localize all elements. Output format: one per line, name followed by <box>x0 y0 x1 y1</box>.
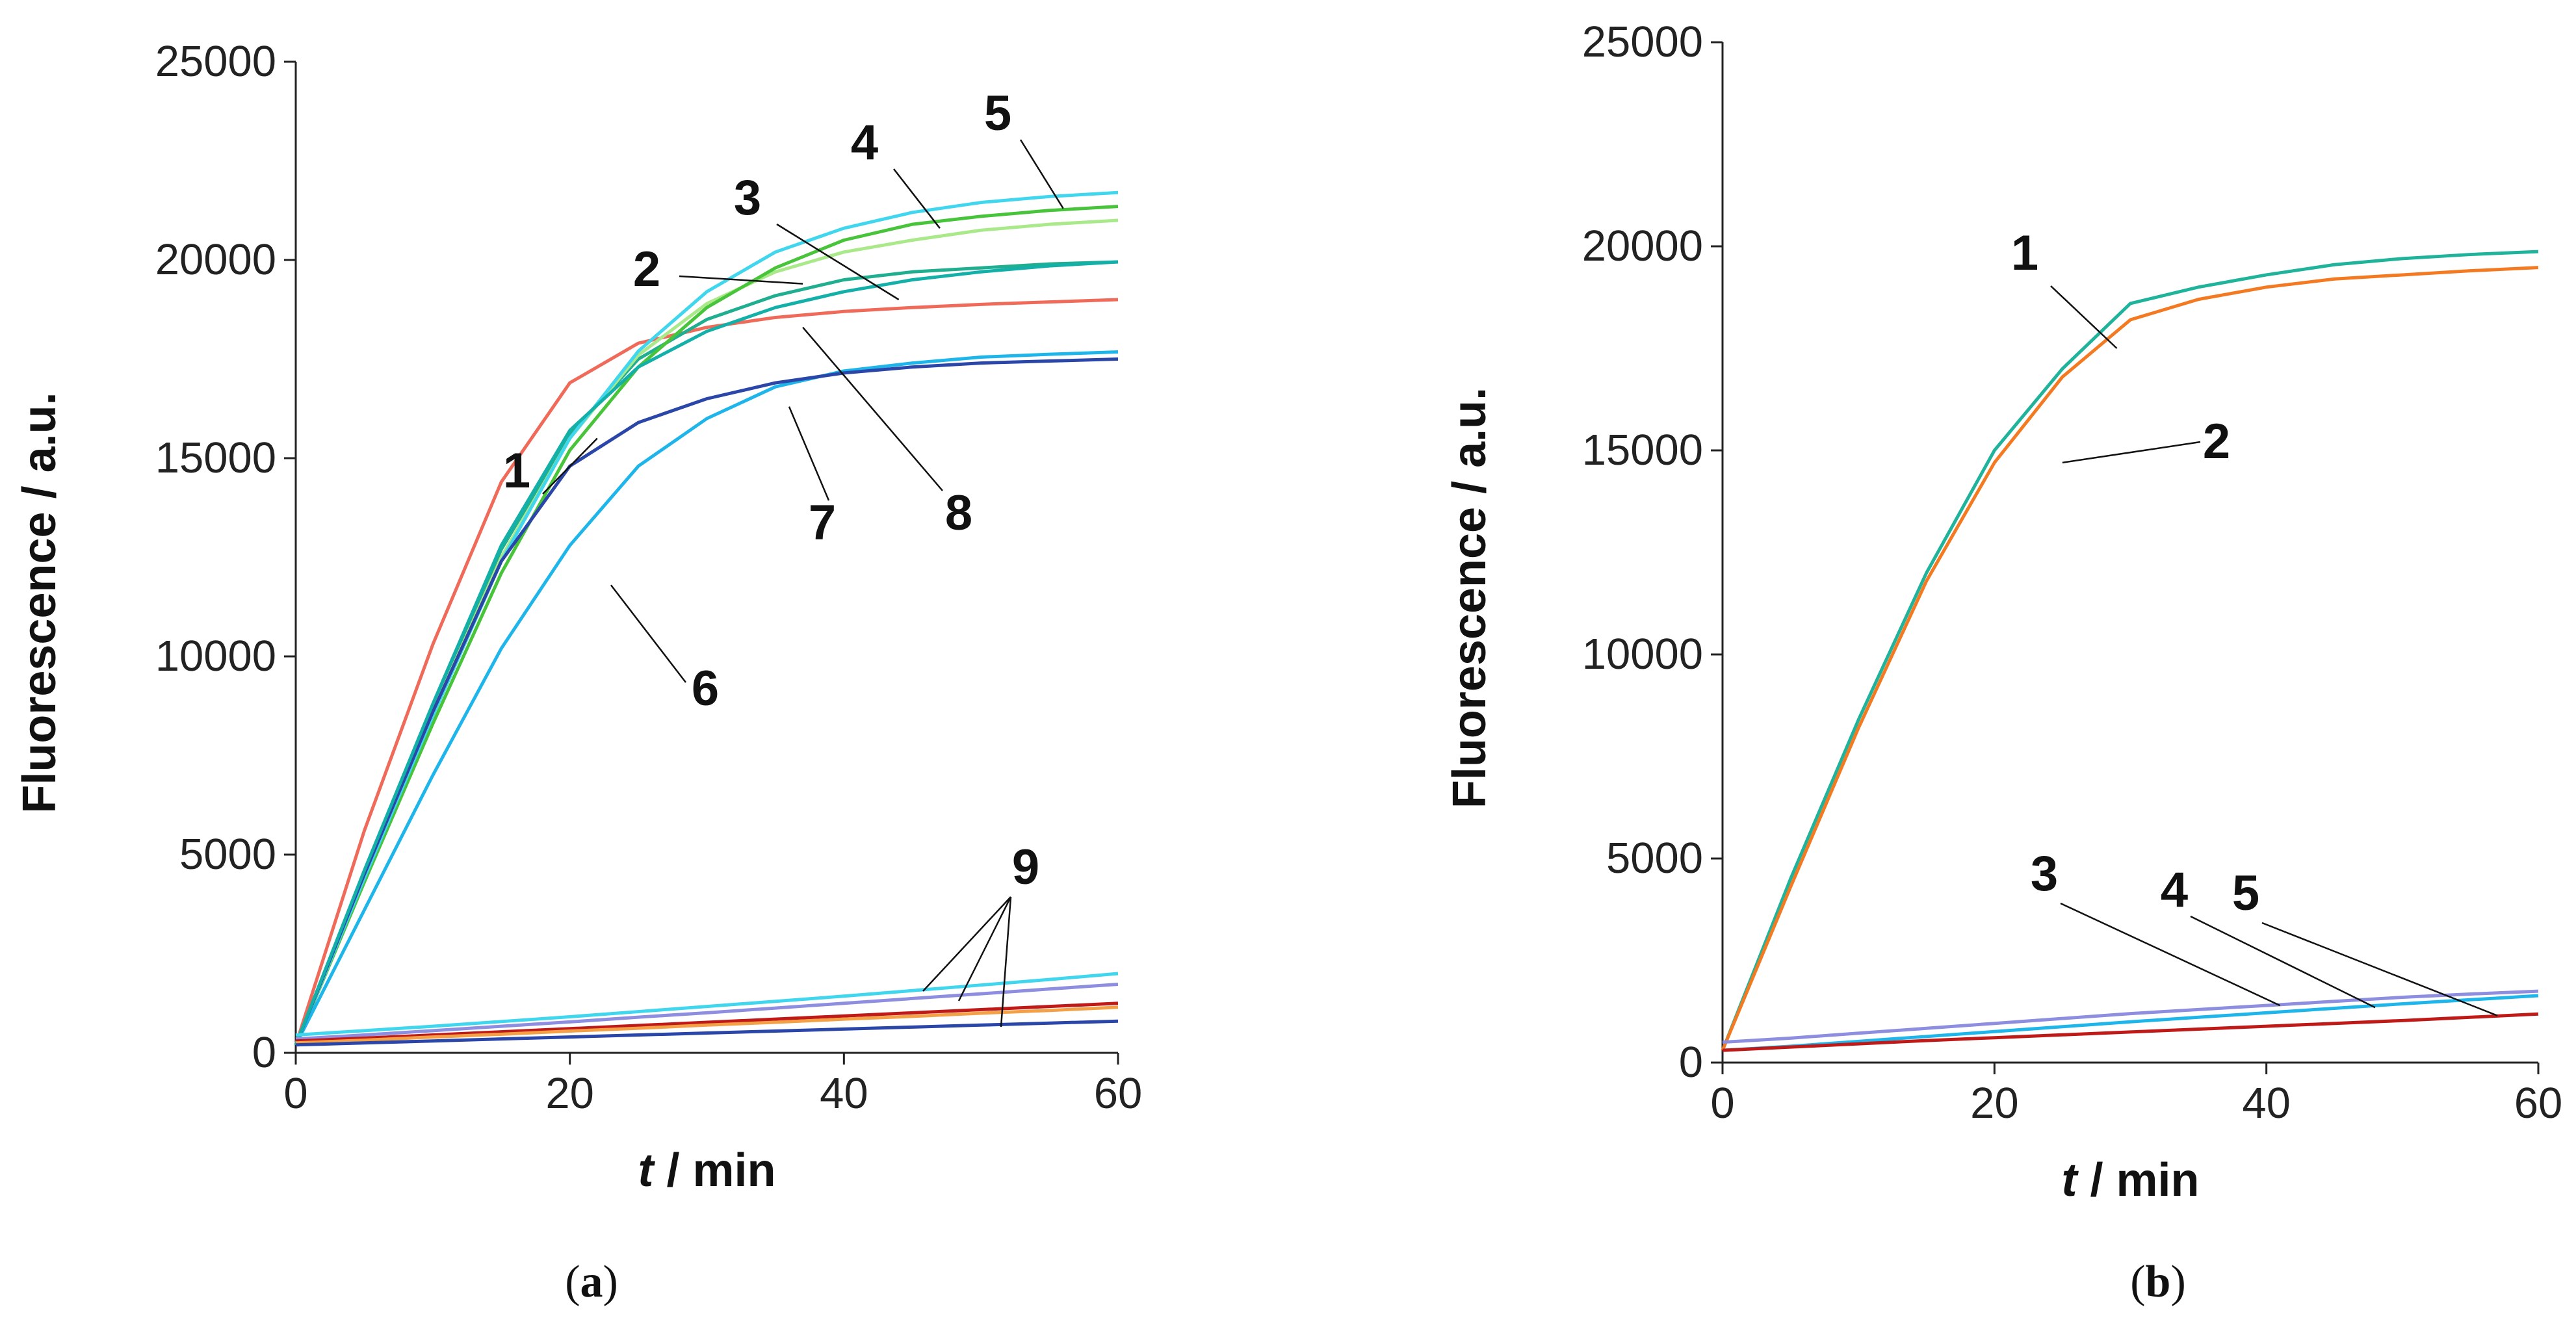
x-tick-label: 40 <box>2242 1079 2291 1128</box>
leader-line <box>802 326 943 491</box>
curve-label: 6 <box>692 661 719 716</box>
series-line-5 <box>1722 1012 2539 1052</box>
y-tick-label: 5000 <box>1606 834 1703 883</box>
curve-label: 5 <box>2232 866 2259 921</box>
x-axis-title: t / min <box>2062 1154 2200 1206</box>
curve-label: 4 <box>851 115 878 170</box>
series-line-7 <box>294 357 1119 1046</box>
panel-caption: (b) <box>2130 1257 2186 1307</box>
leader-line <box>957 896 1012 1001</box>
x-tick-label: 40 <box>820 1069 868 1118</box>
leader-line <box>2261 922 2498 1016</box>
series-line-9a <box>295 972 1119 1037</box>
series-line-9b <box>295 982 1119 1041</box>
curve-label: 7 <box>809 495 836 550</box>
y-tick-label: 10000 <box>155 632 276 680</box>
series-line-1 <box>1721 250 2539 1052</box>
curve-label: 1 <box>2011 226 2038 281</box>
x-tick-label: 60 <box>2514 1079 2563 1128</box>
x-axis-title-var: t <box>2062 1154 2079 1206</box>
curve-label: 2 <box>633 242 660 297</box>
panel-caption: (a) <box>565 1257 618 1307</box>
y-tick-label: 25000 <box>155 37 276 86</box>
leader-line <box>788 406 830 501</box>
curve-label: 2 <box>2203 414 2230 469</box>
leader-line <box>922 896 1011 992</box>
x-tick-label: 0 <box>1710 1079 1734 1128</box>
x-axis-title-unit: / min <box>2077 1154 2199 1206</box>
y-tick-label: 10000 <box>1582 630 1703 678</box>
leader-line <box>2060 902 2281 1007</box>
x-axis-title-unit: / min <box>653 1144 775 1196</box>
curve-label: 5 <box>984 86 1011 141</box>
y-tick-label: 15000 <box>155 433 276 482</box>
series-line-9e <box>295 1019 1119 1047</box>
leader-line <box>542 437 598 495</box>
x-tick-label: 60 <box>1094 1069 1143 1118</box>
leader-line <box>1019 139 1064 209</box>
chart-panel-b: 0 5000 10000 15000 20000 25000 0 20 40 60 t / min F… <box>1444 18 2562 1307</box>
x-tick-label: 20 <box>545 1069 594 1118</box>
y-tick-label: 25000 <box>1582 18 1703 66</box>
curve-label: 3 <box>2031 846 2058 901</box>
x-tick-label: 0 <box>283 1069 307 1118</box>
series-line-9d <box>295 1005 1119 1045</box>
series-line-1 <box>294 298 1119 1046</box>
series-line-3 <box>1722 989 2539 1044</box>
y-axis-title: Fluorescence / a.u. <box>1444 387 1496 808</box>
curve-label: 1 <box>503 443 530 498</box>
x-axis-title-var: t <box>638 1144 656 1196</box>
curve-label: 8 <box>945 485 972 541</box>
series-line-3 <box>294 218 1119 1046</box>
y-tick-label: 0 <box>1679 1038 1703 1087</box>
y-tick-label: 0 <box>252 1028 276 1077</box>
chart-panel-a: 0 5000 10000 15000 20000 25000 0 20 40 60 t / min F… <box>14 37 1142 1307</box>
series-line-9c <box>295 1001 1119 1043</box>
x-axis-title: t / min <box>638 1144 776 1196</box>
y-tick-label: 15000 <box>1582 426 1703 474</box>
y-tick-label: 5000 <box>179 830 276 879</box>
leader-line <box>2062 441 2201 464</box>
leader-line <box>2050 285 2118 349</box>
y-tick-label: 20000 <box>1582 222 1703 270</box>
x-tick-label: 20 <box>1970 1079 2019 1128</box>
leader-line <box>893 168 941 229</box>
series-line-4 <box>294 205 1119 1046</box>
curve-label: 3 <box>734 170 761 226</box>
curve-label: 4 <box>2161 862 2188 918</box>
leader-line <box>610 584 686 683</box>
curve-label: 9 <box>1012 840 1039 895</box>
leader-line <box>2190 915 2376 1009</box>
series-line-6 <box>294 350 1119 1046</box>
series-line-4 <box>1722 994 2539 1052</box>
leader-line <box>679 275 803 285</box>
series-line-2 <box>1721 266 2539 1052</box>
y-tick-label: 20000 <box>155 235 276 284</box>
y-axis-title: Fluorescence / a.u. <box>14 392 66 813</box>
leader-line <box>1000 896 1012 1027</box>
series-line-8 <box>294 260 1119 1046</box>
leader-line <box>776 223 900 301</box>
